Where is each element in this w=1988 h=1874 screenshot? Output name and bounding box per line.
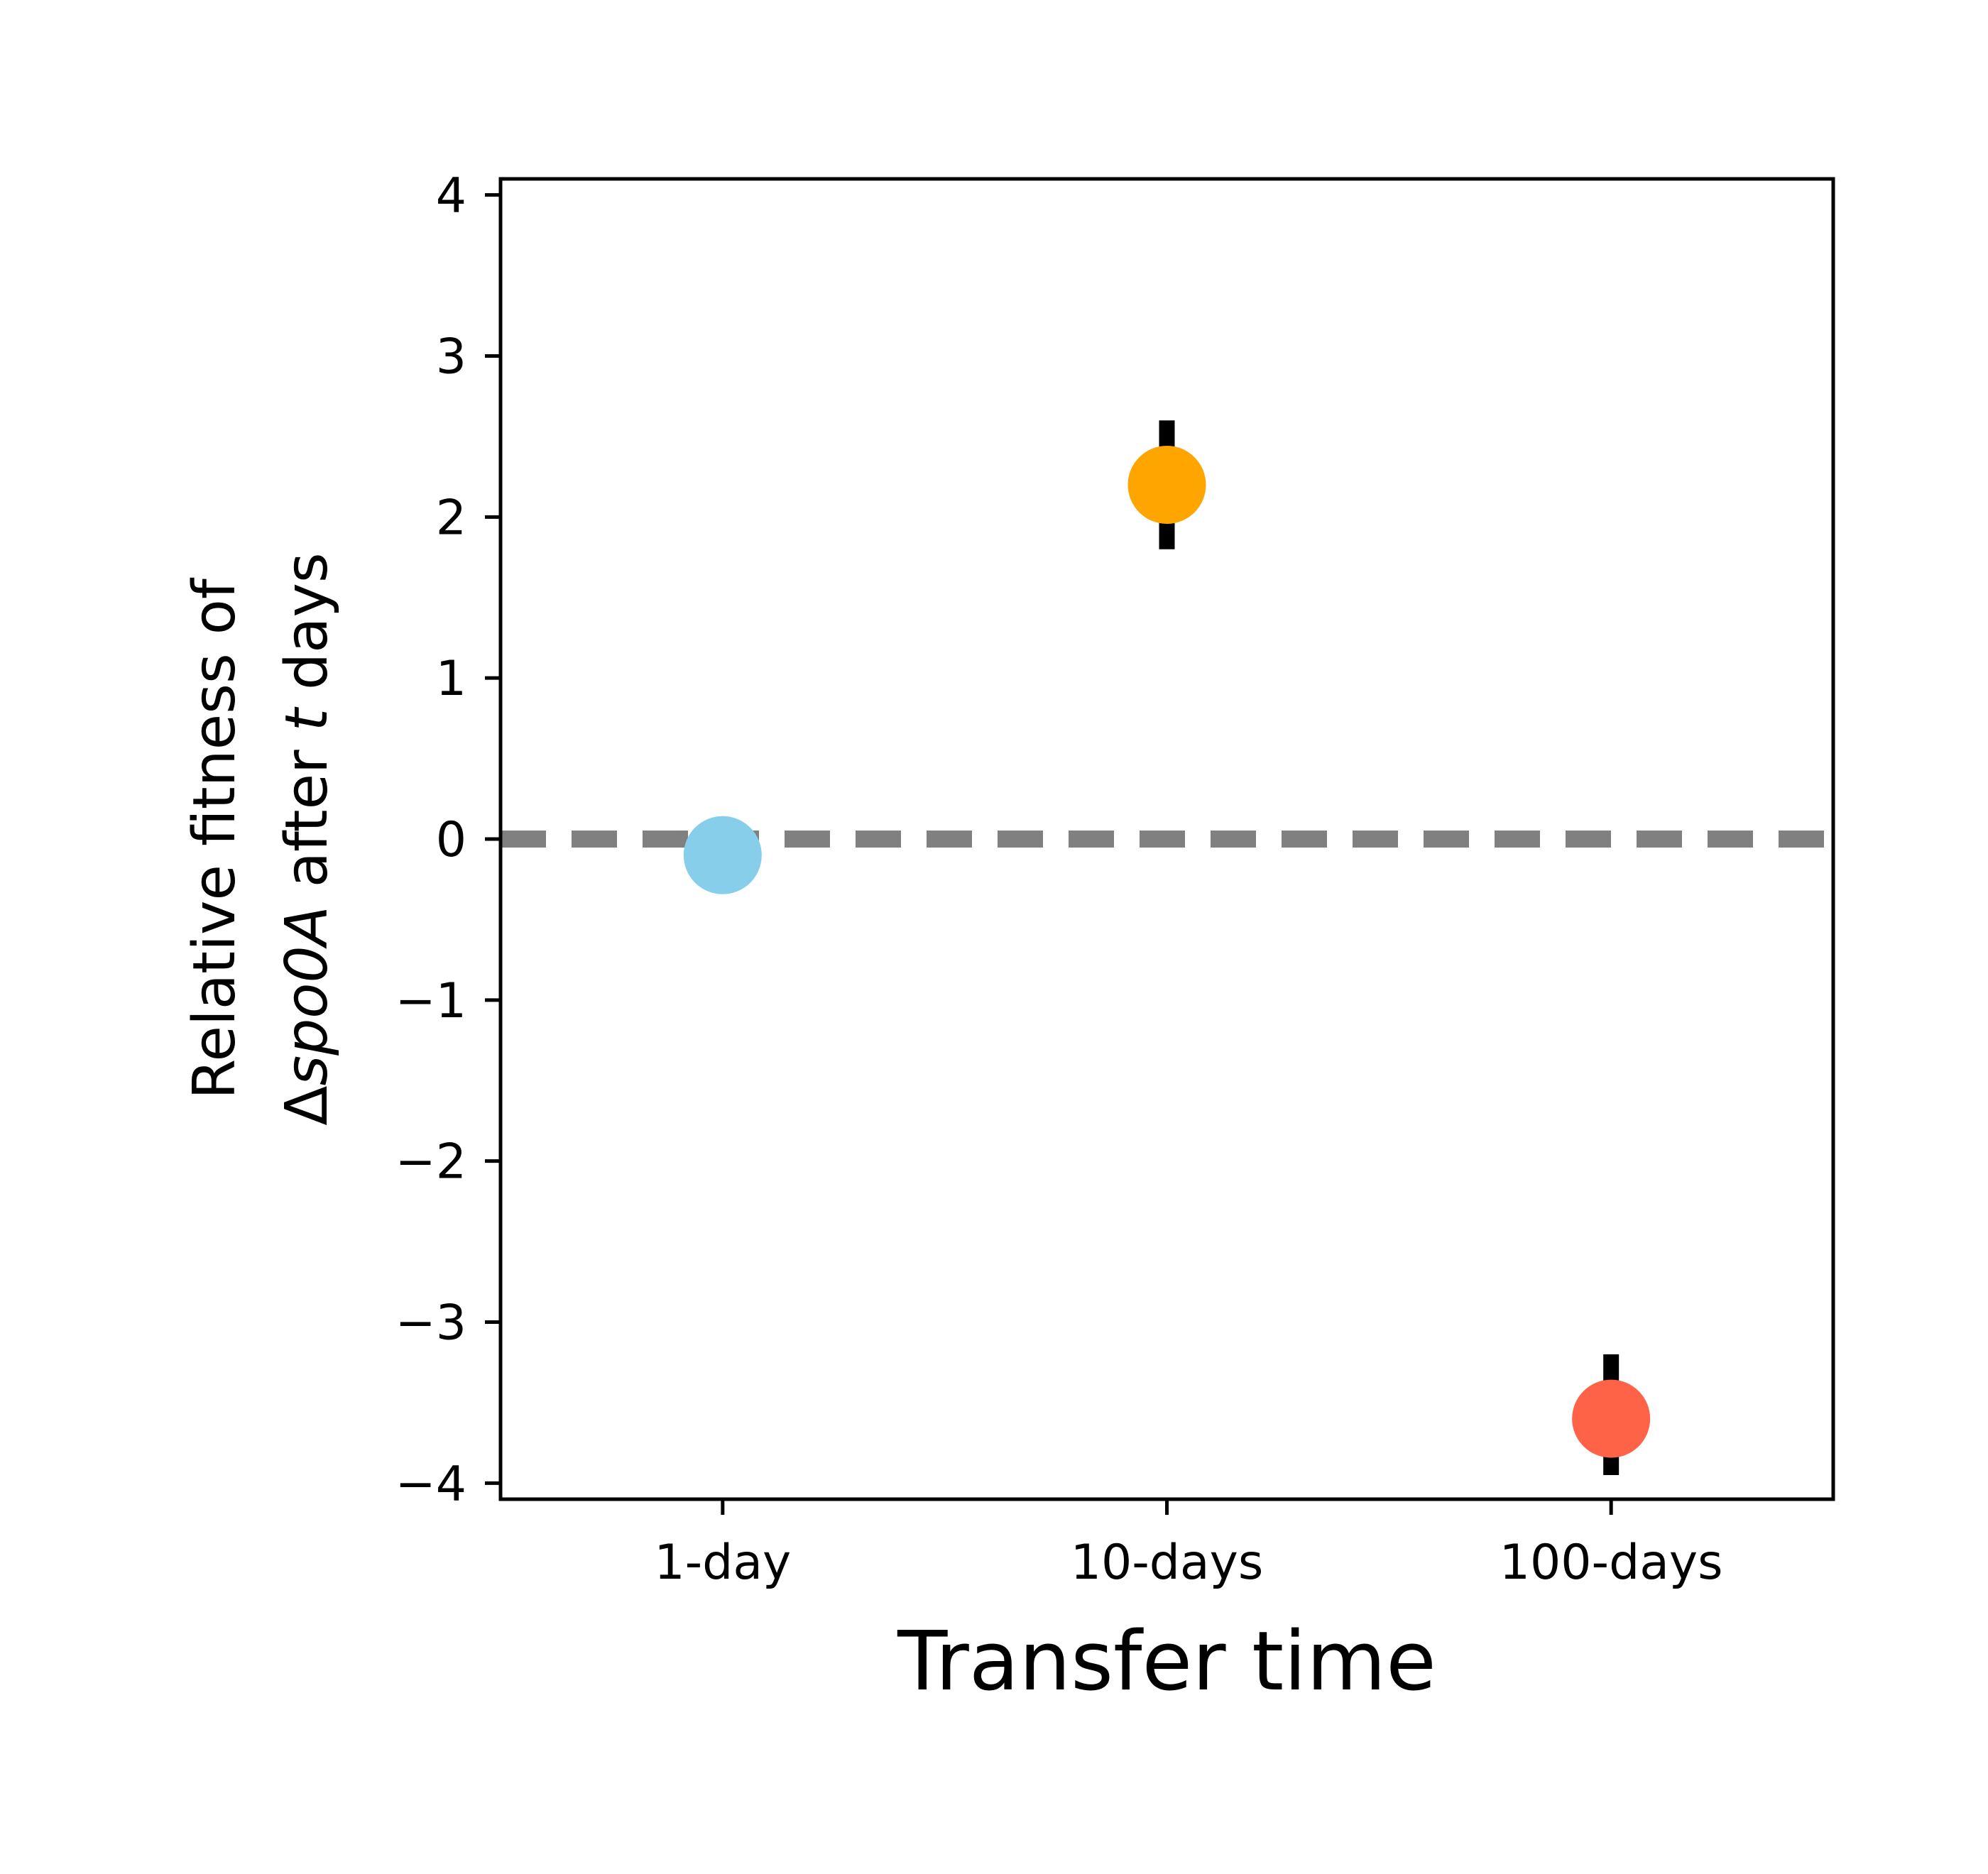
data-point — [683, 816, 762, 894]
y-axis-title: Relative fitness of Δspo0A after t days — [181, 552, 341, 1125]
y-tick-label: 3 — [436, 329, 466, 385]
y-tick-label: 2 — [436, 490, 466, 546]
y-axis-title-after: after — [273, 731, 341, 906]
data-point — [1572, 1379, 1651, 1458]
data-point — [1127, 445, 1206, 524]
y-axis-title-days: days — [273, 552, 341, 708]
y-tick-label: −3 — [395, 1295, 466, 1351]
x-tick-label: 10-days — [1071, 1535, 1264, 1591]
y-axis-title-line1: Relative fitness of — [181, 577, 248, 1100]
y-tick-label: 1 — [436, 651, 466, 707]
x-tick-label: 100-days — [1500, 1535, 1723, 1591]
y-tick-label: −4 — [395, 1456, 466, 1512]
y-axis-title-variable: t — [273, 706, 341, 731]
x-tick-label: 1-day — [654, 1535, 791, 1591]
y-axis-title-gene: spo0A — [273, 906, 341, 1085]
y-tick-label: −1 — [395, 973, 466, 1029]
y-axis-title-line2: Δspo0A after t days — [273, 552, 341, 1125]
y-axis-title-delta: Δ — [273, 1086, 341, 1126]
y-tick-label: −2 — [395, 1134, 466, 1190]
y-tick-label: 4 — [436, 168, 466, 224]
y-tick-label: 0 — [436, 812, 466, 868]
x-axis-title: Transfer time — [897, 1614, 1436, 1709]
